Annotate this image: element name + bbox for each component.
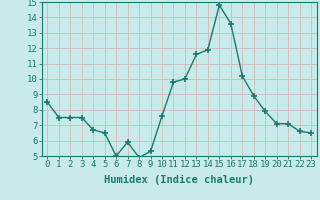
X-axis label: Humidex (Indice chaleur): Humidex (Indice chaleur) [104, 175, 254, 185]
